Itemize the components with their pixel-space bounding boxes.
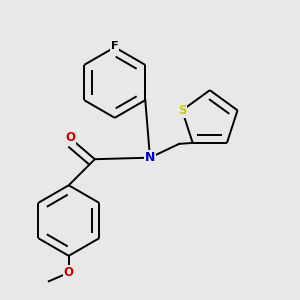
Text: F: F bbox=[111, 41, 118, 51]
Text: O: O bbox=[65, 130, 75, 144]
Text: S: S bbox=[178, 104, 186, 117]
Text: O: O bbox=[64, 266, 74, 279]
Text: N: N bbox=[145, 151, 155, 164]
